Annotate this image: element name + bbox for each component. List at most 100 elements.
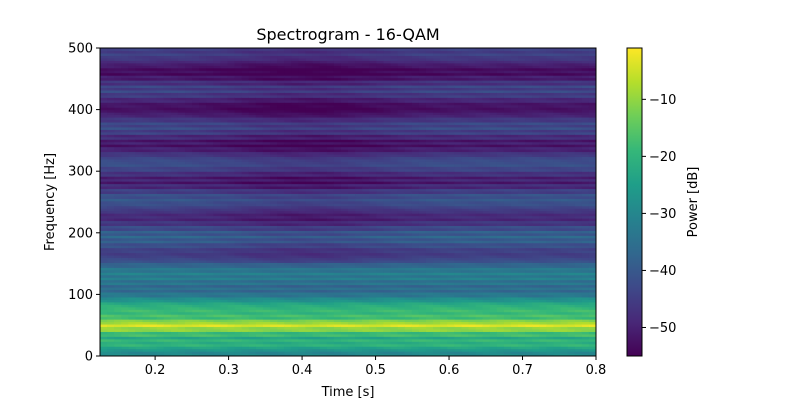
heatmap-cell bbox=[234, 282, 243, 286]
heatmap-cell bbox=[199, 178, 207, 182]
heatmap-cell bbox=[100, 52, 108, 56]
heatmap-cell bbox=[376, 235, 385, 239]
heatmap-cell bbox=[376, 178, 385, 182]
heatmap-cell bbox=[206, 220, 214, 224]
heatmap-cell bbox=[100, 309, 108, 313]
heatmap-cell bbox=[305, 230, 314, 234]
heatmap-cell bbox=[213, 210, 222, 214]
heatmap-cell bbox=[177, 333, 186, 337]
heatmap-cell bbox=[291, 289, 299, 293]
heatmap-cell bbox=[163, 176, 172, 180]
heatmap-cell bbox=[206, 215, 214, 219]
heatmap-cell bbox=[227, 77, 236, 81]
heatmap-cell bbox=[192, 151, 200, 155]
heatmap-cell bbox=[319, 203, 328, 207]
heatmap-cell bbox=[156, 289, 165, 293]
heatmap-cell bbox=[163, 314, 172, 318]
heatmap-cell bbox=[255, 158, 264, 162]
heatmap-cell bbox=[284, 301, 292, 305]
heatmap-cell bbox=[100, 190, 108, 194]
heatmap-cell bbox=[177, 77, 186, 81]
heatmap-cell bbox=[312, 126, 321, 130]
heatmap-cell bbox=[227, 294, 236, 298]
heatmap-cell bbox=[163, 232, 172, 236]
heatmap-cell bbox=[114, 213, 122, 217]
heatmap-cell bbox=[206, 240, 214, 244]
heatmap-cell bbox=[270, 220, 278, 224]
heatmap-cell bbox=[177, 99, 186, 103]
heatmap-cell bbox=[291, 230, 299, 234]
heatmap-cell bbox=[170, 80, 179, 84]
heatmap-cell bbox=[107, 131, 115, 135]
heatmap-cell bbox=[100, 153, 108, 158]
heatmap-cell bbox=[234, 218, 243, 222]
heatmap-cell bbox=[128, 121, 137, 125]
heatmap-cell bbox=[170, 131, 179, 135]
heatmap-cell bbox=[298, 107, 307, 111]
heatmap-cell bbox=[149, 146, 158, 150]
heatmap-cell bbox=[107, 109, 115, 113]
heatmap-cell bbox=[241, 55, 250, 59]
heatmap-cell bbox=[284, 158, 292, 162]
heatmap-cell bbox=[227, 272, 236, 276]
heatmap-cell bbox=[291, 87, 299, 91]
heatmap-cell bbox=[312, 171, 321, 175]
heatmap-cell bbox=[177, 82, 186, 86]
heatmap-cell bbox=[199, 70, 207, 74]
heatmap-cell bbox=[312, 287, 321, 291]
heatmap-cell bbox=[270, 323, 278, 328]
heatmap-cell bbox=[149, 299, 158, 303]
heatmap-cell bbox=[333, 151, 342, 155]
heatmap-cell bbox=[114, 84, 122, 89]
heatmap-cell bbox=[128, 149, 137, 153]
heatmap-cell bbox=[121, 304, 129, 308]
heatmap-cell bbox=[348, 67, 356, 71]
heatmap-cell bbox=[270, 250, 278, 254]
heatmap-cell bbox=[199, 210, 207, 214]
heatmap-cell bbox=[333, 193, 342, 197]
heatmap-cell bbox=[333, 203, 342, 207]
heatmap-cell bbox=[355, 97, 363, 101]
heatmap-cell bbox=[199, 131, 207, 135]
heatmap-cell bbox=[135, 99, 144, 103]
heatmap-cell bbox=[362, 97, 370, 101]
heatmap-cell bbox=[305, 333, 314, 337]
heatmap-cell bbox=[333, 259, 342, 263]
heatmap-cell bbox=[100, 257, 108, 261]
heatmap-cell bbox=[333, 200, 342, 204]
heatmap-cell bbox=[319, 72, 328, 76]
heatmap-cell bbox=[369, 279, 377, 283]
heatmap-cell bbox=[262, 190, 271, 194]
heatmap-cell bbox=[262, 163, 271, 167]
heatmap-cell bbox=[326, 353, 335, 356]
heatmap-cell bbox=[376, 116, 385, 121]
heatmap-cell bbox=[369, 141, 377, 145]
heatmap-cell bbox=[248, 203, 257, 207]
heatmap-cell bbox=[248, 274, 257, 278]
heatmap-cell bbox=[220, 48, 229, 52]
heatmap-cell bbox=[362, 116, 370, 121]
heatmap-cell bbox=[114, 178, 122, 182]
heatmap-cell bbox=[369, 274, 377, 278]
heatmap-cell bbox=[348, 284, 356, 288]
heatmap-cell bbox=[234, 351, 243, 355]
heatmap-cell bbox=[220, 156, 229, 160]
heatmap-cell bbox=[185, 52, 193, 56]
heatmap-cell bbox=[312, 301, 321, 305]
heatmap-cell bbox=[185, 153, 193, 158]
heatmap-cell bbox=[114, 198, 122, 202]
heatmap-cell bbox=[149, 218, 158, 222]
heatmap-cell bbox=[114, 235, 122, 239]
heatmap-cell bbox=[114, 252, 122, 256]
heatmap-cell bbox=[135, 222, 144, 226]
heatmap-cell bbox=[298, 139, 307, 143]
heatmap-cell bbox=[135, 181, 144, 185]
heatmap-cell bbox=[369, 348, 377, 352]
heatmap-cell bbox=[163, 75, 172, 79]
heatmap-cell bbox=[185, 134, 193, 138]
heatmap-cell bbox=[199, 311, 207, 315]
heatmap-cell bbox=[185, 304, 193, 308]
heatmap-cell bbox=[128, 60, 137, 64]
heatmap-cell bbox=[107, 240, 115, 244]
heatmap-cell bbox=[298, 338, 307, 342]
